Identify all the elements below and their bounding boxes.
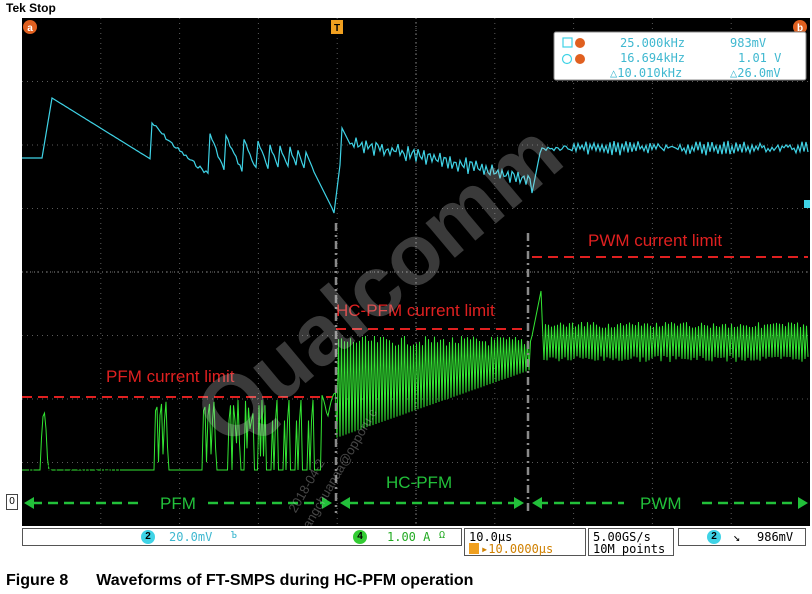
mode-hcpfm-label: HC-PFM (386, 473, 452, 492)
figure-number: Figure 8 (6, 572, 69, 589)
ch4-il-waveform (22, 290, 809, 471)
ch2-label: VREG_S2 (1V offset) (28, 163, 142, 177)
scope-status: Tek Stop (6, 1, 56, 15)
ch4-badge: 4 (353, 530, 367, 544)
mode-pwm-label: PWM (640, 494, 682, 513)
oscilloscope-screen: a T b 25.000kHz 983mV 16.694kHz 1.01 V △… (22, 18, 810, 526)
trigger-panel[interactable]: 2 ↘ 986mV (678, 528, 806, 546)
timebase-value: 10.0µs (469, 530, 513, 544)
graticule-center-axes (22, 18, 810, 526)
ch2-right-marker (804, 200, 810, 208)
readout-delta-freq: △10.010kHz (610, 66, 682, 80)
ch4-scale: 1.00 A (387, 530, 431, 544)
waveform-display: a T b 25.000kHz 983mV 16.694kHz 1.01 V △… (22, 18, 810, 526)
sample-rate: 5.00GS/s (593, 530, 651, 544)
figure-caption: Figure 8 Waveforms of FT-SMPS during HC-P… (6, 572, 473, 590)
hcpfm-limit-label: HC-PFM current limit (336, 301, 495, 320)
ch2-vreg-waveform (22, 97, 809, 214)
ch4-bw-icon: Ω (439, 530, 446, 541)
trigger-offset: ▸10.0000µs (481, 542, 554, 556)
ch2-scale: 20.0mV (169, 530, 213, 544)
record-length: 10M points (593, 542, 666, 556)
trigger-T-marker[interactable]: T (331, 20, 343, 34)
timebase-panel[interactable]: 10.0µs ▸10.0000µs (464, 528, 586, 556)
mode-arrowheads (24, 497, 808, 509)
readout-delta-volt: △26.0mV (730, 66, 781, 80)
svg-text:b: b (797, 23, 803, 34)
pwm-limit-label: PWM current limit (588, 231, 722, 250)
readout-b-freq: 16.694kHz (620, 51, 685, 65)
current-limit-lines (22, 256, 808, 398)
pfm-limit-label: PFM current limit (106, 367, 235, 386)
cursor-readout-panel: 25.000kHz 983mV 16.694kHz 1.01 V △10.010… (553, 31, 807, 81)
top-status-bar: Tek Stop (0, 0, 812, 18)
ch2-badge: 2 (141, 530, 155, 544)
cursor-b-marker[interactable]: b (793, 20, 807, 34)
ch4-label: IL_S1 (2.5A step) (28, 463, 121, 477)
svg-text:T: T (334, 23, 340, 34)
mode-boundaries (334, 223, 530, 513)
mode-pfm-label: PFM (160, 494, 196, 513)
readout-a-freq: 25.000kHz (620, 36, 685, 50)
readout-a-volt: 983mV (730, 36, 766, 50)
trigger-offset-icon (469, 543, 479, 554)
svg-text:a: a (27, 23, 33, 34)
ground-marker: 0 (6, 494, 18, 510)
figure-title: Waveforms of FT-SMPS during HC-PFM opera… (96, 572, 474, 589)
readout-b-volt: 1.01 V (738, 51, 781, 65)
trigger-channel-badge: 2 (707, 530, 721, 544)
channel-scale-panel[interactable]: 2 20.0mV Ъ 4 1.00 A Ω (22, 528, 462, 546)
trigger-slope-icon: ↘ (733, 530, 741, 544)
ch2-bw-icon: Ъ (231, 530, 238, 541)
cursor-a-marker[interactable]: a (23, 20, 37, 34)
acquisition-panel[interactable]: 5.00GS/s 10M points (588, 528, 674, 556)
trigger-level: 986mV (757, 530, 794, 544)
